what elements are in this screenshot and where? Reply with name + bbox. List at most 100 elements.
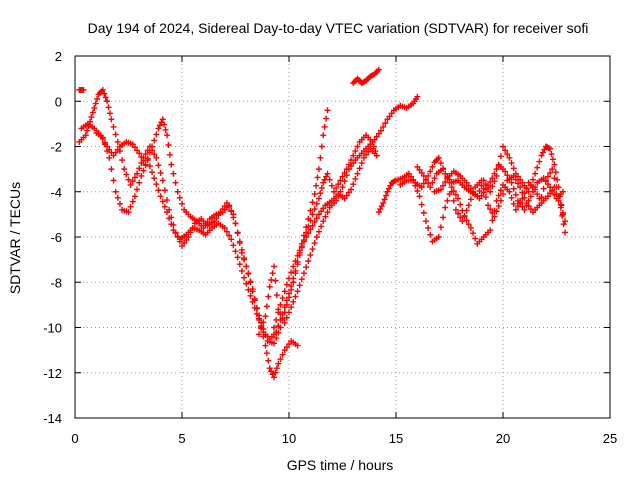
data-point	[551, 161, 558, 168]
y-tick-label: 0	[55, 94, 62, 109]
data-point	[311, 191, 318, 198]
data-point	[345, 166, 352, 173]
data-point	[313, 182, 320, 189]
data-point	[504, 172, 511, 179]
data-point	[440, 214, 447, 221]
data-point	[323, 173, 330, 180]
data-point	[162, 126, 169, 133]
data-point	[159, 198, 166, 205]
x-tick-label: 20	[496, 431, 510, 446]
data-point	[129, 198, 136, 205]
data-point	[534, 164, 541, 171]
data-point	[183, 237, 190, 244]
data-point	[277, 356, 284, 363]
data-point	[155, 125, 162, 132]
data-point	[378, 127, 385, 134]
data-point	[298, 276, 305, 283]
data-point	[91, 105, 98, 112]
data-point	[405, 170, 412, 177]
data-point	[547, 145, 554, 152]
data-point	[552, 169, 559, 176]
data-point	[547, 184, 554, 191]
data-point	[437, 224, 444, 231]
data-point	[156, 122, 163, 129]
data-point	[290, 298, 297, 305]
data-point	[521, 194, 528, 201]
data-point	[230, 242, 237, 249]
data-point	[510, 200, 517, 207]
data-point	[540, 175, 547, 182]
data-point	[387, 182, 394, 189]
data-point	[170, 170, 177, 177]
data-point	[318, 184, 325, 191]
data-point	[497, 187, 504, 194]
data-point	[151, 151, 158, 158]
data-point	[202, 221, 209, 228]
data-point	[161, 203, 168, 210]
data-point	[478, 177, 485, 184]
data-point	[89, 109, 96, 116]
data-point	[487, 227, 494, 234]
data-point	[442, 170, 449, 177]
data-point	[440, 166, 447, 173]
data-point	[263, 350, 270, 357]
data-point	[273, 292, 280, 299]
data-point	[204, 218, 211, 225]
data-point	[354, 170, 361, 177]
data-point	[370, 143, 377, 150]
y-tick-label: -2	[50, 140, 62, 155]
data-point	[249, 298, 256, 305]
data-point	[527, 193, 534, 200]
data-point	[101, 90, 108, 97]
data-point	[446, 179, 453, 186]
data-point	[549, 187, 556, 194]
data-point	[165, 141, 172, 148]
data-point	[314, 174, 321, 181]
data-point	[265, 293, 272, 300]
data-point	[110, 152, 117, 159]
data-point	[226, 232, 233, 239]
data-point	[553, 184, 560, 191]
data-point	[559, 209, 566, 216]
data-point	[544, 193, 551, 200]
data-point	[416, 193, 423, 200]
data-point	[476, 195, 483, 202]
data-point	[129, 141, 136, 148]
data-point	[279, 315, 286, 322]
data-point	[271, 340, 278, 347]
data-point	[265, 357, 272, 364]
data-point	[317, 154, 324, 161]
data-point	[232, 248, 239, 255]
data-point	[559, 212, 566, 219]
data-point	[562, 218, 569, 225]
data-point	[480, 189, 487, 196]
data-point	[155, 187, 162, 194]
data-point	[444, 197, 451, 204]
data-point	[431, 175, 438, 182]
data-point	[337, 177, 344, 184]
data-point	[384, 188, 391, 195]
data-point	[153, 131, 160, 138]
data-point	[517, 184, 524, 191]
data-point	[452, 191, 459, 198]
data-point	[153, 181, 160, 188]
data-point	[414, 93, 421, 100]
data-point	[234, 230, 241, 237]
data-point	[251, 304, 258, 311]
y-tick-label: 2	[55, 49, 62, 64]
data-point	[339, 184, 346, 191]
data-series	[271, 145, 380, 331]
data-point	[303, 264, 310, 271]
data-point	[288, 283, 295, 290]
data-point	[320, 132, 327, 139]
data-point	[352, 175, 359, 182]
data-point	[281, 319, 288, 326]
y-tick-label: -6	[50, 230, 62, 245]
data-point	[442, 204, 449, 211]
data-point	[300, 238, 307, 245]
data-point	[104, 98, 111, 105]
data-point	[181, 240, 188, 247]
data-point	[136, 150, 143, 157]
data-point	[114, 146, 121, 153]
data-point	[525, 197, 532, 204]
